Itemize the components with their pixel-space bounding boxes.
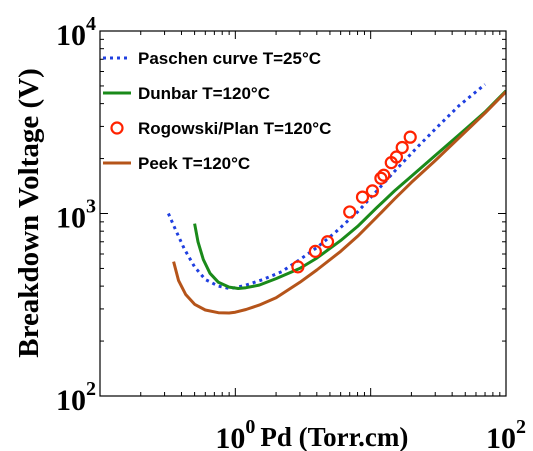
legend-label: Rogowski/Plan T=120°C <box>138 119 331 138</box>
legend: Paschen curve T=25°C Dunbar T=120°C Rogows… <box>103 49 331 173</box>
data-point-rogowski <box>291 260 305 274</box>
data-point-rogowski <box>374 171 388 185</box>
y-axis-label: Breakdown Voltage (V) <box>13 68 45 358</box>
series-layer <box>167 83 506 315</box>
y-tick-label: 102 <box>56 378 96 417</box>
y-tick-label: 104 <box>56 13 96 52</box>
x-tick-label: 100 <box>215 416 255 451</box>
data-point-rogowski <box>389 150 404 164</box>
data-point-rogowski <box>403 130 417 144</box>
legend-marker <box>110 121 124 135</box>
legend-label: Dunbar T=120°C <box>138 84 270 103</box>
legend-label: Peek T=120°C <box>138 154 250 173</box>
data-point-rogowski <box>395 140 409 155</box>
data-point-rogowski <box>343 205 357 219</box>
series-line-3 <box>172 90 506 315</box>
legend-label: Paschen curve T=25°C <box>138 49 321 68</box>
data-point-rogowski <box>308 244 322 258</box>
data-point-rogowski <box>377 168 391 182</box>
y-tick-label: 103 <box>56 196 96 235</box>
series-line-0 <box>167 83 486 290</box>
data-point-rogowski <box>355 190 370 204</box>
x-tick-label: 102 <box>486 416 526 451</box>
data-point-rogowski <box>320 235 335 249</box>
data-point-rogowski <box>365 184 380 198</box>
axis-ticks: 102 103 104 100 102 <box>56 13 526 451</box>
series-line-1 <box>193 89 506 290</box>
x-axis-label: Pd (Torr.cm) <box>260 422 408 451</box>
